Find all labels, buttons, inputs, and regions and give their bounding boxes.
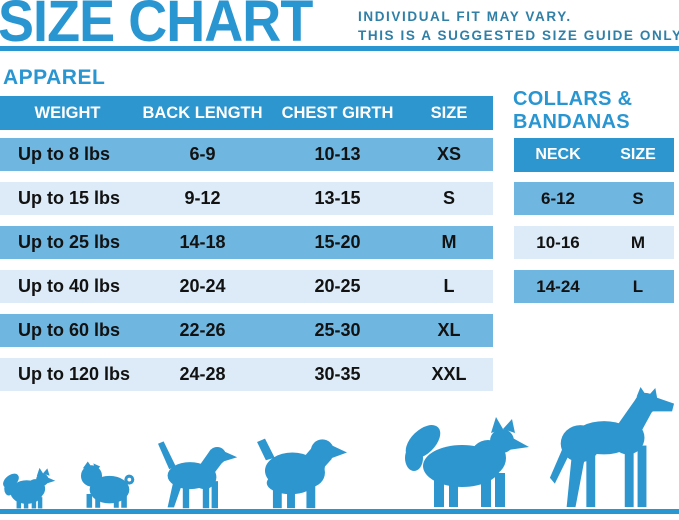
chest-girth-cell: 10-13 <box>314 144 361 164</box>
disclaimer-line-1: INDIVIDUAL FIT MAY VARY. <box>358 9 572 24</box>
great-dane-icon <box>543 387 676 509</box>
table-row: Up to 15 lbs 9-12 13-15 S <box>0 182 493 215</box>
weight-cell: Up to 120 lbs <box>18 364 131 384</box>
back-length-cell: 6-9 <box>189 144 216 164</box>
cocker-spaniel-icon <box>250 429 347 509</box>
column-header-size: SIZE <box>430 103 468 122</box>
collars-bandanas-heading: COLLARS & BANDANAS <box>513 88 632 134</box>
weight-cell: Up to 25 lbs <box>18 232 121 252</box>
size-cell: XL <box>437 320 461 340</box>
chest-girth-cell: 30-35 <box>314 364 361 384</box>
size-cell: M <box>630 232 646 252</box>
back-length-cell: 14-18 <box>179 232 226 252</box>
column-header-weight: WEIGHT <box>34 103 101 122</box>
weight-cell: Up to 40 lbs <box>18 276 121 296</box>
column-header-size: SIZE <box>620 146 656 163</box>
disclaimer-line-2: THIS IS A SUGGESTED SIZE GUIDE ONLY. <box>358 28 679 43</box>
table-row: Up to 8 lbs 6-9 10-13 XS <box>0 138 493 171</box>
apparel-size-table: WEIGHT BACK LENGTH CHEST GIRTH SIZE Up t… <box>0 96 493 402</box>
neck-cell: 6-12 <box>540 188 576 208</box>
ground-line <box>0 509 679 514</box>
pomeranian-icon <box>2 465 58 509</box>
table-row: Up to 25 lbs 14-18 15-20 M <box>0 226 493 259</box>
size-cell: XS <box>436 144 461 164</box>
back-length-cell: 20-24 <box>179 276 226 296</box>
collars-table-header-row: NECK SIZE <box>514 138 674 172</box>
column-header-neck: NECK <box>535 146 581 163</box>
collars-heading-line-2: BANDANAS <box>513 111 630 133</box>
chest-girth-cell: 15-20 <box>314 232 361 252</box>
apparel-heading: APPAREL <box>3 66 106 89</box>
beagle-icon <box>150 439 238 509</box>
collars-heading-line-1: COLLARS & <box>513 88 633 110</box>
back-length-cell: 24-28 <box>179 364 226 384</box>
apparel-table-header-row: WEIGHT BACK LENGTH CHEST GIRTH SIZE <box>0 96 493 130</box>
pug-icon <box>76 459 138 509</box>
size-cell: S <box>442 188 455 208</box>
page-title: SIZE CHART <box>0 0 313 54</box>
chest-girth-cell: 13-15 <box>314 188 361 208</box>
table-row: 14-24 L <box>514 270 674 303</box>
chest-girth-cell: 20-25 <box>314 276 361 296</box>
chest-girth-cell: 25-30 <box>314 320 361 340</box>
husky-icon <box>400 414 530 509</box>
table-row: Up to 120 lbs 24-28 30-35 XXL <box>0 358 493 391</box>
weight-cell: Up to 60 lbs <box>18 320 121 340</box>
neck-cell: 10-16 <box>536 232 580 252</box>
table-row: 10-16 M <box>514 226 674 259</box>
weight-cell: Up to 8 lbs <box>18 144 111 164</box>
size-cell: S <box>632 188 644 208</box>
neck-cell: 14-24 <box>536 276 580 296</box>
size-cell: L <box>443 276 455 296</box>
column-header-chest-girth: CHEST GIRTH <box>281 103 394 122</box>
size-cell: XXL <box>431 364 467 384</box>
column-header-back-length: BACK LENGTH <box>142 103 263 122</box>
size-cell: M <box>441 232 457 252</box>
back-length-cell: 22-26 <box>179 320 226 340</box>
weight-cell: Up to 15 lbs <box>18 188 121 208</box>
header-divider <box>0 46 679 51</box>
back-length-cell: 9-12 <box>184 188 221 208</box>
table-row: Up to 40 lbs 20-24 20-25 L <box>0 270 493 303</box>
table-row: Up to 60 lbs 22-26 25-30 XL <box>0 314 493 347</box>
table-row: 6-12 S <box>514 182 674 215</box>
size-cell: L <box>632 276 644 296</box>
disclaimer-text: INDIVIDUAL FIT MAY VARY. THIS IS A SUGGE… <box>358 7 679 45</box>
collars-size-table: NECK SIZE 6-12 S 10-16 M 14-24 L <box>514 138 674 314</box>
